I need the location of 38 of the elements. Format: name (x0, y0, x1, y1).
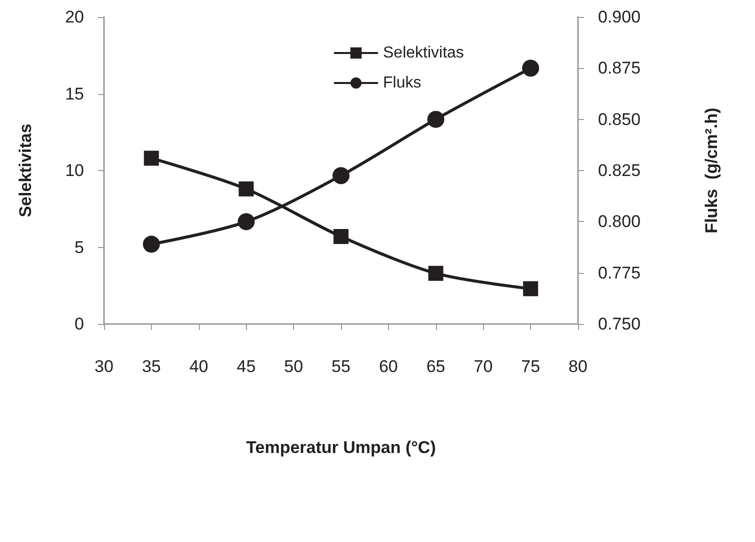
y-tick-label: 10 (65, 161, 84, 180)
y2-tick-label: 0.775 (598, 263, 641, 282)
x-tick-label: 50 (284, 357, 304, 376)
point (428, 266, 444, 281)
x-tick-label: 45 (236, 357, 256, 376)
x-tick-label: 30 (94, 357, 114, 376)
point (427, 110, 444, 128)
point (142, 236, 160, 253)
point (332, 167, 350, 184)
y2-tick-label: 0.850 (598, 110, 641, 129)
y-tick-label: 5 (74, 238, 84, 257)
x-tick-label: 70 (474, 357, 493, 376)
x-tick-label: 35 (142, 357, 161, 376)
x-tick-label: 55 (332, 357, 350, 376)
x-tick-label: 60 (378, 357, 398, 376)
y-tick-label: 20 (65, 8, 84, 26)
y-axis-title: Selektivitas (16, 124, 35, 218)
y2-axis-title: Fluks (g/cm².h) (702, 108, 721, 234)
point (238, 181, 254, 196)
point (522, 60, 540, 77)
y2-tick-label: 0.875 (598, 58, 641, 78)
x-tick-label: 65 (426, 357, 446, 376)
point (238, 213, 255, 230)
y2-tick-label: 0.750 (598, 314, 641, 334)
point (334, 229, 348, 244)
point (523, 281, 538, 296)
legend-label: Selektivitas (383, 44, 464, 62)
y-tick-label: 0 (74, 314, 84, 334)
x-tick-label: 75 (521, 357, 540, 376)
x-tick-label: 80 (568, 357, 588, 376)
x-tick-label: 40 (189, 357, 208, 376)
legend-label: Fluks (383, 74, 422, 92)
y2-tick-label: 0.800 (598, 212, 641, 232)
y-tick-label: 15 (65, 84, 84, 104)
x-axis-title: Temperatur Umpan (°C) (246, 438, 436, 457)
y2-tick-label: 0.825 (598, 161, 641, 180)
y2-tick-label: 0.900 (598, 8, 641, 26)
point (144, 150, 159, 166)
